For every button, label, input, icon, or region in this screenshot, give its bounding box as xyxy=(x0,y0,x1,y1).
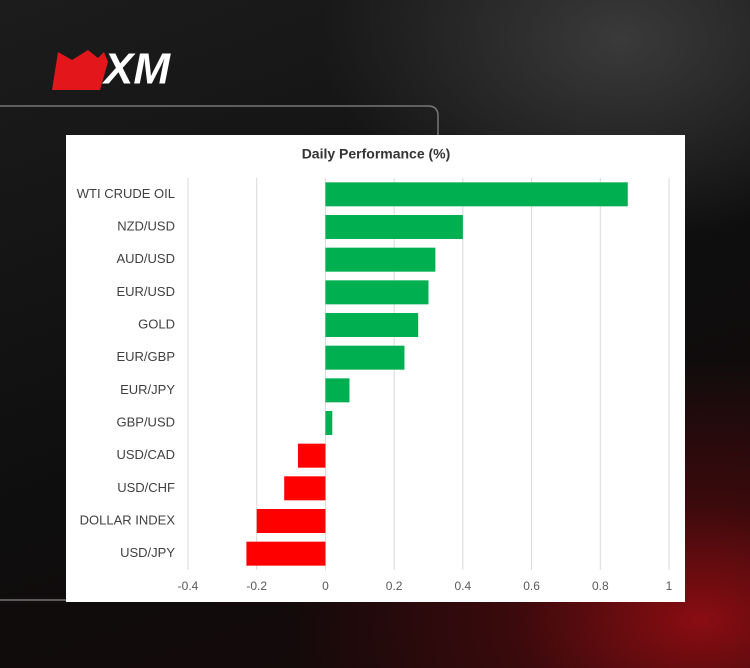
bar xyxy=(297,443,326,468)
x-tick-label: 0 xyxy=(322,579,329,593)
y-tick-label: EUR/GBP xyxy=(116,349,175,364)
y-tick-label: WTI CRUDE OIL xyxy=(77,186,175,201)
y-tick-label: GBP/USD xyxy=(116,414,175,429)
y-tick-label: EUR/JPY xyxy=(120,382,175,397)
y-tick-label: GOLD xyxy=(138,316,175,331)
bar xyxy=(256,509,326,533)
x-tick-label: 1 xyxy=(666,579,673,593)
y-tick-label: AUD/USD xyxy=(116,251,175,266)
logo: XM xyxy=(52,45,171,94)
bar xyxy=(284,476,326,501)
x-tick-label: 0.6 xyxy=(523,579,540,593)
y-tick-label: EUR/USD xyxy=(116,284,175,299)
y-tick-label: USD/CHF xyxy=(117,480,175,495)
bar xyxy=(325,247,436,272)
logo-mark xyxy=(52,50,108,90)
bar xyxy=(325,378,350,403)
x-tick-label: 0.2 xyxy=(386,579,403,593)
x-tick-label: 0.8 xyxy=(592,579,609,593)
logo-text: XM xyxy=(101,45,171,94)
frame-line xyxy=(0,105,439,135)
bar xyxy=(325,215,463,239)
y-tick-label: NZD/USD xyxy=(117,218,175,233)
y-tick-label: DOLLAR INDEX xyxy=(80,512,176,527)
bar xyxy=(325,411,333,435)
x-tick-label: -0.4 xyxy=(178,579,199,593)
bar xyxy=(325,280,429,305)
x-tick-label: -0.2 xyxy=(246,579,267,593)
bar xyxy=(246,541,326,566)
chart-title: Daily Performance (%) xyxy=(302,146,451,162)
bar xyxy=(325,182,628,207)
y-tick-label: USD/JPY xyxy=(120,545,175,560)
bar xyxy=(325,313,419,337)
y-tick-label: USD/CAD xyxy=(116,447,175,462)
bar xyxy=(325,345,405,370)
x-tick-label: 0.4 xyxy=(455,579,472,593)
